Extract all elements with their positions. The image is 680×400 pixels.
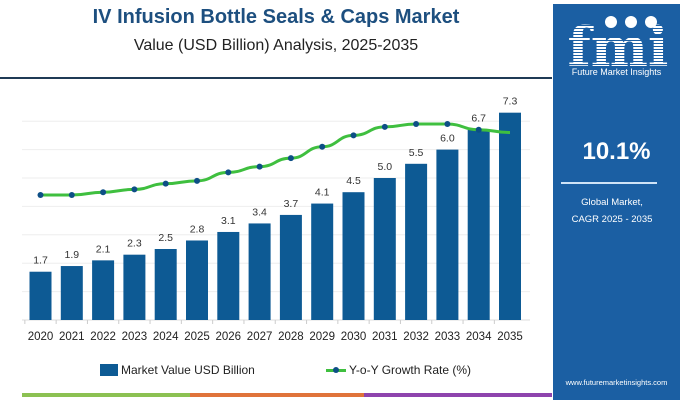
cagr-value: 10.1% xyxy=(582,138,651,165)
growth-point-2030 xyxy=(350,132,357,139)
cagr-divider xyxy=(561,182,657,184)
x-tick-2031: 2031 xyxy=(372,331,398,343)
data-label-2035: 7.3 xyxy=(503,96,518,108)
growth-point-2032 xyxy=(413,121,420,128)
fmi-logo: fmi xyxy=(568,15,669,69)
chart-title: IV Infusion Bottle Seals & Caps Market xyxy=(92,6,460,28)
x-tick-2024: 2024 xyxy=(153,331,179,343)
bar-2029 xyxy=(311,203,334,320)
data-label-2031: 5.0 xyxy=(377,161,392,173)
growth-point-2020 xyxy=(37,192,44,199)
growth-point-2033 xyxy=(444,121,451,128)
bar-2021 xyxy=(60,266,83,320)
legend-line-swatch xyxy=(326,366,346,373)
footer-strip-green xyxy=(22,393,190,397)
bar-2027 xyxy=(248,223,271,320)
bar-2032 xyxy=(405,163,428,320)
x-tick-2023: 2023 xyxy=(122,331,148,343)
bar-2025 xyxy=(186,240,208,320)
growth-point-2034 xyxy=(475,126,482,133)
x-tick-2020: 2020 xyxy=(28,331,54,343)
data-label-2029: 4.1 xyxy=(315,187,330,199)
x-tick-2021: 2021 xyxy=(59,331,85,343)
growth-point-2022 xyxy=(100,189,107,196)
bar-2028 xyxy=(279,214,302,320)
data-label-2020: 1.7 xyxy=(33,255,48,267)
growth-point-2029 xyxy=(319,143,326,150)
growth-point-2025 xyxy=(194,177,200,184)
data-label-2033: 6.0 xyxy=(440,133,455,145)
bar-2030 xyxy=(342,192,365,320)
growth-point-2024 xyxy=(162,180,169,187)
legend-line: Y-o-Y Growth Rate (%) xyxy=(326,363,471,377)
bar-2034 xyxy=(467,129,490,320)
data-label-2032: 5.5 xyxy=(409,147,424,159)
side-panel: fmi Future Market Insights 10.1% Global … xyxy=(553,4,680,400)
x-tick-2027: 2027 xyxy=(247,331,273,343)
x-tick-2032: 2032 xyxy=(403,331,429,343)
x-tick-2028: 2028 xyxy=(278,331,304,343)
header-divider xyxy=(0,77,552,79)
logo-caption: Future Market Insights xyxy=(571,67,662,77)
chart-subtitle: Value (USD Billion) Analysis, 2025-2035 xyxy=(133,37,419,54)
data-label-2026: 3.1 xyxy=(221,215,236,227)
bar-2035 xyxy=(499,112,521,321)
growth-point-2031 xyxy=(381,123,388,130)
data-label-2030: 4.5 xyxy=(346,175,361,187)
x-tick-2029: 2029 xyxy=(309,331,335,343)
data-label-2027: 3.4 xyxy=(252,206,267,218)
footer-strip-purple xyxy=(364,393,552,397)
x-tick-2030: 2030 xyxy=(341,331,367,343)
bar-2024 xyxy=(154,249,177,320)
growth-point-2023 xyxy=(131,186,138,193)
growth-point-2021 xyxy=(68,192,75,199)
chart-plot: 1.7 2020 1.9 2021 2.1 2022 2.3 2023 2.5 2024 2.8 20… xyxy=(22,96,530,343)
bar-2031 xyxy=(373,178,396,320)
legend-bar-swatch xyxy=(100,364,118,376)
x-tick-2026: 2026 xyxy=(216,331,242,343)
legend-bar: Market Value USD Billion xyxy=(100,363,255,377)
data-label-2021: 1.9 xyxy=(64,249,79,261)
growth-line xyxy=(40,122,511,197)
x-tick-2034: 2034 xyxy=(466,331,492,343)
website-link[interactable]: www.futuremarketinsights.com xyxy=(565,378,668,387)
data-label-2025: 2.8 xyxy=(190,223,205,235)
x-tick-2033: 2033 xyxy=(435,331,461,343)
legend-bar-label: Market Value USD Billion xyxy=(121,363,255,377)
bar-2023 xyxy=(123,254,146,320)
cagr-label-line1: Global Market, xyxy=(581,197,643,208)
data-label-2028: 3.7 xyxy=(284,198,299,210)
growth-point-2027 xyxy=(256,163,263,170)
data-label-2024: 2.5 xyxy=(158,232,173,244)
bar-2022 xyxy=(92,260,115,320)
legend-line-label: Y-o-Y Growth Rate (%) xyxy=(349,363,472,377)
data-label-2034: 6.7 xyxy=(471,113,486,125)
x-tick-2035: 2035 xyxy=(497,331,523,343)
footer-strip-orange xyxy=(190,393,364,397)
growth-point-2028 xyxy=(287,155,294,162)
bar-2020 xyxy=(29,271,52,320)
x-tick-2025: 2025 xyxy=(184,331,210,343)
x-tick-2022: 2022 xyxy=(90,331,116,343)
bar-2033 xyxy=(436,149,459,320)
data-label-2023: 2.3 xyxy=(127,238,142,250)
bar-2026 xyxy=(217,231,240,320)
growth-point-2026 xyxy=(225,169,232,176)
cagr-label-line2: CAGR 2025 - 2035 xyxy=(571,214,653,225)
data-label-2022: 2.1 xyxy=(96,243,111,255)
